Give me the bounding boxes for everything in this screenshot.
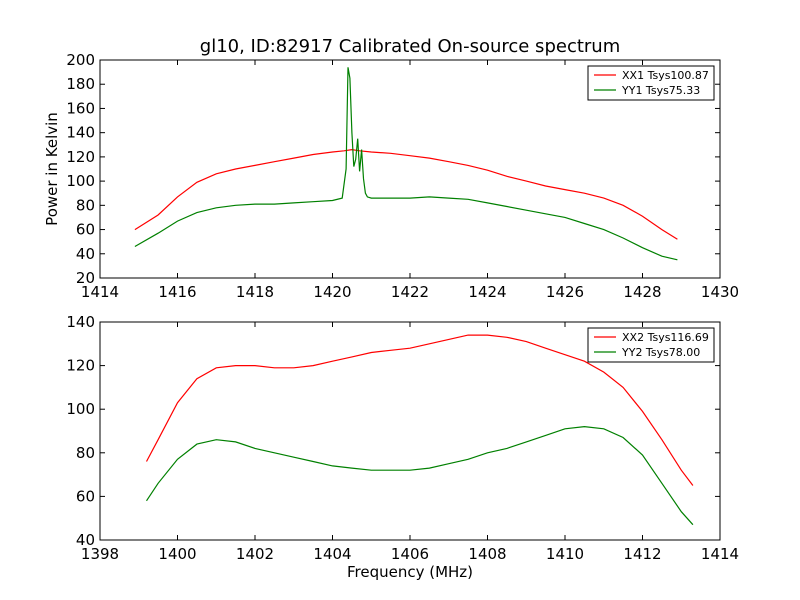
chart1-x-tick-label-2: 1402	[236, 545, 274, 563]
chart1-x-tick-label-3: 1404	[313, 545, 351, 563]
chart0-x-tick-label-4: 1422	[391, 283, 429, 301]
chart-bottom: 1398 1400 1402 1404 1406 1408 1410 1412 1414 40 60…	[66, 313, 739, 581]
chart0-title: gl10, ID:82917 Calibrated On-source spec…	[200, 36, 620, 57]
chart1-x-tick-label-5: 1408	[468, 545, 506, 563]
chart0-x-tick-label-0: 1414	[81, 283, 119, 301]
chart0-y-tick-label-4: 100	[66, 172, 95, 190]
chart1-y-tick-label-1: 60	[76, 487, 95, 505]
chart1-series-line-0	[145, 334, 694, 486]
chart1-legend-box	[587, 327, 715, 363]
chart0-x-tick-label-6: 1426	[546, 283, 584, 301]
chart1-x-tick-label-6: 1410	[546, 545, 584, 563]
chart0-x-tick-label-5: 1424	[468, 283, 506, 301]
chart0-series-line-0	[134, 148, 678, 240]
chart0-x-tick-label-1: 1416	[158, 283, 196, 301]
chart1-x-tick-label-1: 1400	[158, 545, 196, 563]
chart1-legend-label-0: XX2 Tsys116.69	[622, 331, 709, 344]
chart1-y-tick-label-0: 40	[76, 531, 95, 549]
chart1-x-axis-label: Frequency (MHz)	[347, 563, 473, 581]
chart1-series-line-1	[145, 425, 694, 526]
chart0-legend-label-0: XX1 Tsys100.87	[622, 69, 709, 82]
chart0-x-tick-label-7: 1428	[623, 283, 661, 301]
chart0-legend-box	[587, 65, 715, 101]
chart1-x-tick-label-7: 1412	[623, 545, 661, 563]
chart1-y-tick-label-4: 120	[66, 357, 95, 375]
chart0-y-tick-label-8: 180	[66, 75, 95, 93]
chart0-y-axis-label: Power in Kelvin	[43, 112, 61, 226]
chart1-y-tick-label-2: 80	[76, 444, 95, 462]
chart0-y-tick-label-3: 80	[76, 196, 95, 214]
chart-top: 1414 1416 1418 1420 1422 1424 1426 1428 1430 20 40…	[43, 36, 739, 301]
chart1-legend-label-1: YY2 Tsys78.00	[621, 346, 700, 359]
chart0-x-tick-label-8: 1430	[701, 283, 739, 301]
chart0-x-tick-label-3: 1420	[313, 283, 351, 301]
chart0-x-tick-label-2: 1418	[236, 283, 274, 301]
chart1-x-tick-label-4: 1406	[391, 545, 429, 563]
chart0-y-tick-label-5: 120	[66, 148, 95, 166]
chart1-x-tick-label-8: 1414	[701, 545, 739, 563]
chart0-y-tick-label-7: 160	[66, 99, 95, 117]
chart0-y-tick-label-2: 60	[76, 221, 95, 239]
chart0-y-tick-label-0: 20	[76, 269, 95, 287]
chart0-y-tick-label-1: 40	[76, 245, 95, 263]
chart0-y-tick-label-9: 200	[66, 51, 95, 69]
chart1-y-tick-label-3: 100	[66, 400, 95, 418]
chart0-y-tick-label-6: 140	[66, 124, 95, 142]
chart1-x-tick-label-0: 1398	[81, 545, 119, 563]
chart0-legend-label-1: YY1 Tsys75.33	[621, 84, 700, 97]
chart0-series-line-1	[134, 67, 678, 261]
chart1-y-tick-label-5: 140	[66, 313, 95, 331]
